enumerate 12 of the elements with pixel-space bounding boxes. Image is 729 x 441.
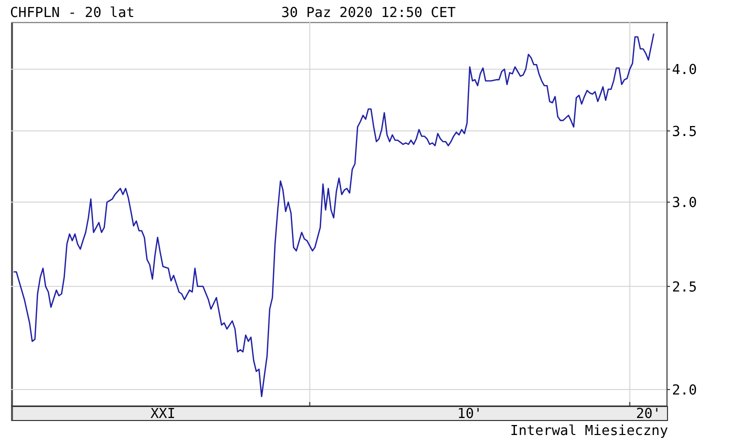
line-series xyxy=(12,32,654,398)
x-tick-label: 20' xyxy=(636,406,661,422)
y-tick-label: 3.0 xyxy=(672,195,697,212)
y-tick-label: 4.0 xyxy=(672,62,697,78)
chart-title: CHFPLN - 20 lat xyxy=(10,5,135,21)
text: Interwal Miesieczny xyxy=(510,423,668,439)
y-tick-label: 3.5 xyxy=(672,124,697,140)
y-tick-label: 2.5 xyxy=(672,279,697,296)
x-tick-label: 10' xyxy=(457,406,482,422)
chart-subtitle: 30 Paz 2020 12:50 CET xyxy=(281,5,456,21)
x-tick-label: XXI xyxy=(150,406,176,422)
y-tick-label: 2.0 xyxy=(672,382,697,398)
